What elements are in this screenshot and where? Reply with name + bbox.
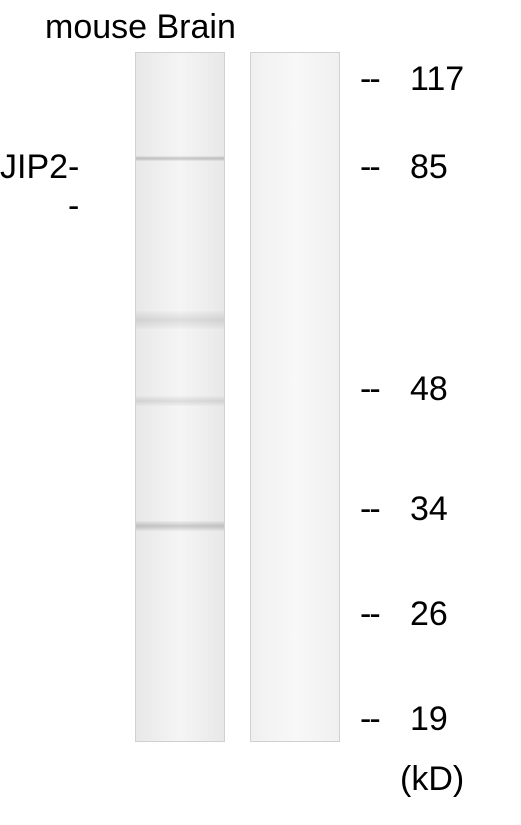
gel-band (136, 156, 224, 161)
marker-label: 48 (410, 370, 448, 409)
marker-label: 26 (410, 595, 448, 634)
marker-label: 19 (410, 700, 448, 739)
gel-lane-1 (135, 52, 225, 742)
marker-tick: -- (360, 490, 379, 529)
gel-band (136, 521, 224, 531)
marker-tick: -- (360, 370, 379, 409)
protein-label: JIP2-- (0, 148, 68, 187)
gel-lane-2 (250, 52, 340, 742)
marker-label: 85 (410, 148, 448, 187)
protein-tick: -- (68, 148, 77, 226)
marker-label: 117 (410, 60, 464, 99)
marker-tick: -- (360, 595, 379, 634)
marker-label: 34 (410, 490, 448, 529)
gel-band (136, 396, 224, 406)
protein-name: JIP2 (0, 148, 68, 186)
unit-label: (kD) (400, 760, 464, 799)
gel-band (136, 311, 224, 329)
marker-tick: -- (360, 148, 379, 187)
marker-tick: -- (360, 700, 379, 739)
sample-header: mouse Brain (45, 8, 236, 47)
marker-tick: -- (360, 60, 379, 99)
blot-figure: mouse Brain JIP2-- --117--85--48--34--26… (0, 0, 521, 825)
